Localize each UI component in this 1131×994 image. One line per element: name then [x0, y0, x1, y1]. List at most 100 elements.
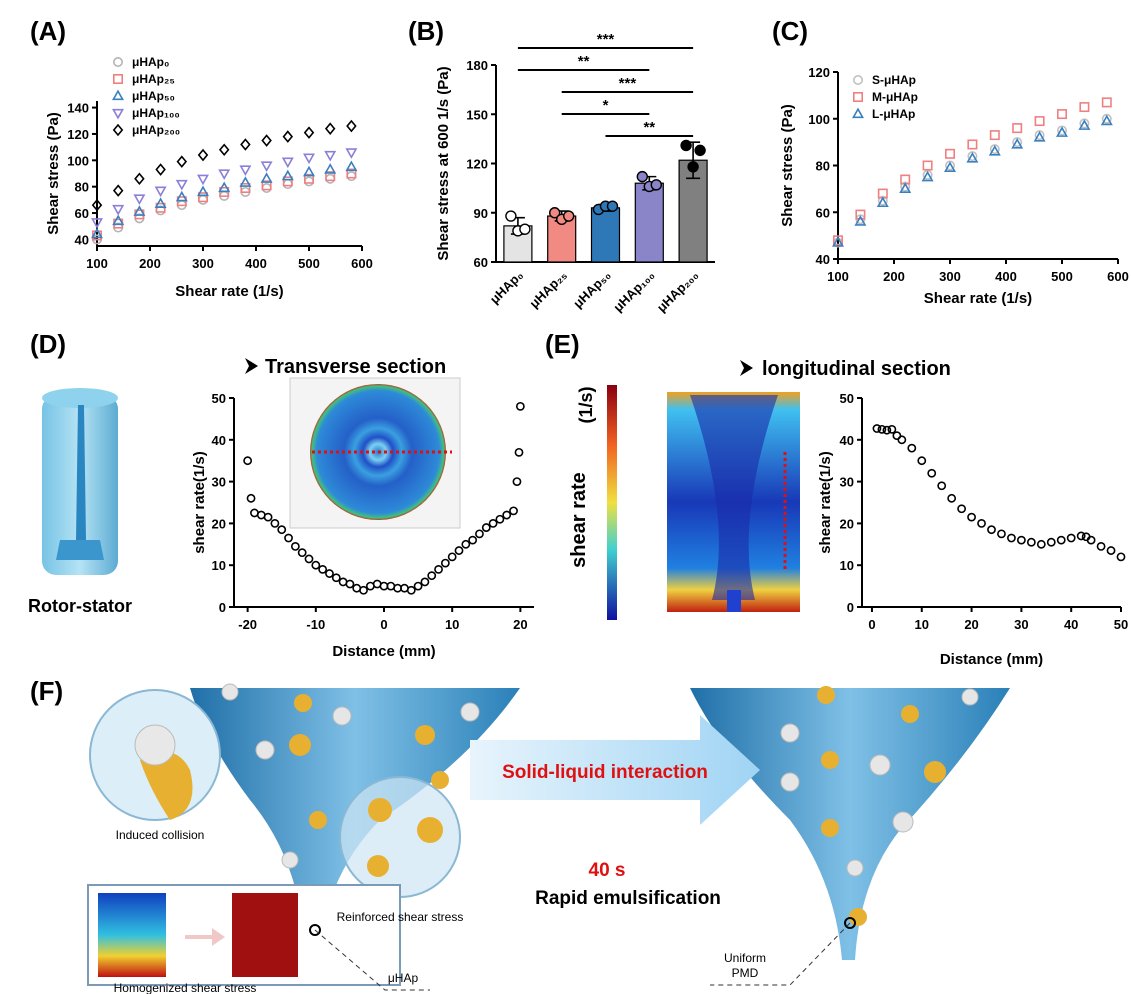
y-axis-label: shear rate(1/s) [191, 451, 208, 554]
marker [408, 587, 415, 594]
marker [483, 524, 490, 531]
data-point [688, 162, 698, 172]
marker [346, 580, 353, 587]
y-tick-label: 0 [219, 600, 226, 615]
marker [113, 91, 122, 99]
x-axis-label: Shear rate (1/s) [175, 283, 283, 300]
longitudinal-heatmap [607, 385, 800, 620]
marker [1107, 547, 1114, 554]
figure: (F) Solid-liquid interaction 40 s Rapid … [0, 0, 1131, 994]
y-tick-label: 60 [75, 206, 89, 221]
x-tick-label: 20 [513, 617, 527, 632]
y-tick-label: 80 [816, 159, 830, 174]
y-tick-label: 10 [212, 558, 226, 573]
transverse-inset [290, 378, 460, 528]
x-tick-label: 300 [939, 269, 961, 284]
inset-label: Induced collision [116, 828, 205, 842]
y-tick-label: 90 [474, 206, 488, 221]
marker [264, 514, 271, 521]
y-tick-label: 140 [67, 101, 89, 116]
marker [326, 124, 334, 134]
marker [988, 526, 995, 533]
section-title: longitudinal section [762, 358, 951, 380]
marker [284, 132, 292, 142]
x-tick-label: 600 [1107, 269, 1129, 284]
x-tick-label: μHAp₅₀ [570, 267, 614, 311]
marker [854, 76, 862, 84]
y-tick-label: 30 [212, 475, 226, 490]
y-tick-label: 20 [212, 516, 226, 531]
marker [435, 566, 442, 573]
panel-label: (E) [545, 329, 580, 359]
x-tick-label: μHAp₁₀₀ [610, 267, 657, 314]
marker [299, 549, 306, 556]
marker [1117, 553, 1124, 560]
significance-label: *** [619, 75, 637, 92]
marker [283, 171, 292, 179]
marker [360, 587, 367, 594]
marker [1028, 539, 1035, 546]
x-tick-label: μHAp₀ [487, 267, 526, 306]
panel-label: (A) [30, 16, 66, 46]
marker [156, 187, 165, 195]
marker [968, 140, 976, 148]
data-point [564, 211, 574, 221]
data-point [506, 211, 516, 221]
y-tick-label: 0 [847, 600, 854, 615]
marker [923, 161, 931, 169]
legend-label: M-μHAp [872, 90, 918, 104]
marker [898, 436, 905, 443]
marker [135, 195, 144, 203]
illustration [88, 684, 1010, 990]
marker [421, 578, 428, 585]
marker [1058, 537, 1065, 544]
marker [285, 534, 292, 541]
x-tick-label: 30 [1014, 617, 1028, 632]
marker [347, 172, 355, 180]
y-tick-label: 20 [840, 516, 854, 531]
product-label: Uniform [724, 951, 766, 965]
marker [991, 131, 999, 139]
marker [278, 526, 285, 533]
marker [199, 196, 207, 204]
x-axis-label: Distance (mm) [332, 643, 435, 660]
y-tick-label: 10 [840, 558, 854, 573]
marker [156, 165, 164, 175]
y-axis-label: Shear stress at 600 1/s (Pa) [435, 66, 452, 260]
x-tick-label: 50 [1114, 617, 1128, 632]
x-tick-label: 20 [964, 617, 978, 632]
x-axis-label: Shear rate (1/s) [924, 290, 1032, 307]
marker [998, 530, 1005, 537]
marker [262, 136, 270, 146]
marker [462, 541, 469, 548]
marker [114, 58, 122, 66]
marker [515, 449, 522, 456]
x-tick-label: 200 [139, 256, 161, 271]
marker [114, 186, 122, 196]
marker [312, 562, 319, 569]
marker [428, 572, 435, 579]
x-tick-label: 10 [915, 617, 929, 632]
marker [284, 180, 292, 188]
bar [592, 208, 620, 262]
marker [517, 403, 524, 410]
y-tick-label: 120 [67, 127, 89, 142]
y-tick-label: 80 [75, 180, 89, 195]
significance-label: ** [578, 53, 590, 70]
marker [304, 154, 313, 162]
x-tick-label: 400 [245, 256, 267, 271]
marker [853, 109, 862, 117]
marker [888, 426, 895, 433]
legend-label: S-μHAp [872, 73, 916, 87]
panel-label: (F) [30, 676, 63, 706]
marker [1035, 117, 1043, 125]
marker [198, 187, 207, 195]
marker [244, 457, 251, 464]
marker [496, 516, 503, 523]
data-point [681, 140, 691, 150]
marker [978, 520, 985, 527]
marker [247, 495, 254, 502]
heatmap-unit: (1/s) [576, 386, 596, 423]
significance-label: * [603, 97, 609, 114]
particle-label: μHAp [388, 971, 419, 985]
